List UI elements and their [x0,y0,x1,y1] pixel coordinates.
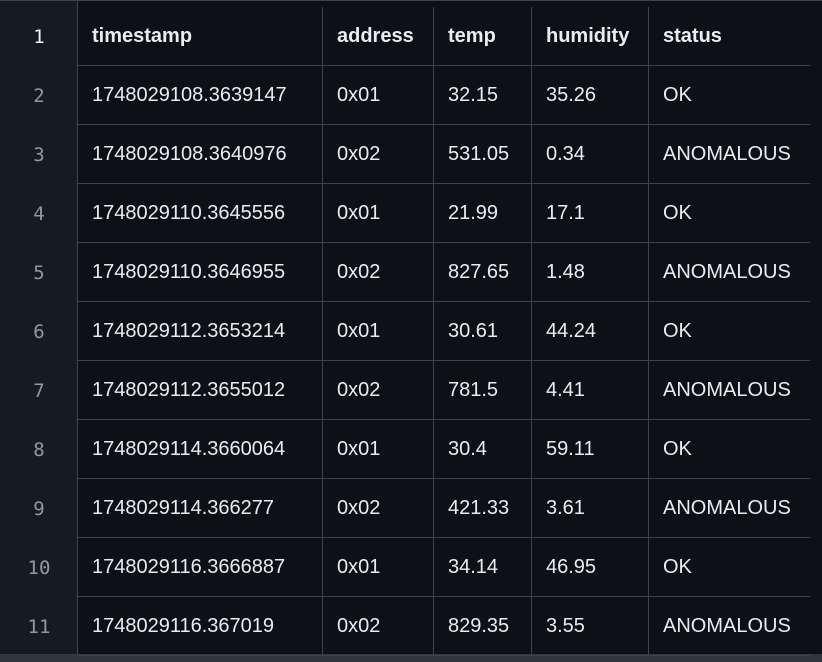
cell-address: 0x01 [323,420,434,479]
table-row: 2 1748029108.3639147 0x01 32.15 35.26 OK [0,66,822,125]
table-row: 6 1748029112.3653214 0x01 30.61 44.24 OK [0,302,822,361]
cell-address: 0x01 [323,538,434,597]
cell-timestamp: 1748029110.3646955 [78,243,323,302]
table-row: 11 1748029116.367019 0x02 829.35 3.55 ANOMALO… [0,597,822,656]
cell-status: OK [649,302,810,361]
cell-temp: 30.4 [434,420,532,479]
cell-timestamp: 1748029108.3639147 [78,66,323,125]
cell-status: OK [649,420,810,479]
cell-address: 0x02 [323,479,434,538]
cell-address: 0x01 [323,302,434,361]
cell-timestamp: 1748029114.366277 [78,479,323,538]
cell-humidity: 44.24 [532,302,649,361]
line-number: 3 [33,143,45,166]
cell-address: 0x02 [323,361,434,420]
cell-timestamp: 1748029116.367019 [78,597,323,656]
cell-temp: 21.99 [434,184,532,243]
cell-status: ANOMALOUS [649,361,810,420]
cell-humidity: 3.55 [532,597,649,656]
line-number: 4 [33,202,45,225]
column-header-status: status [649,7,810,66]
cell-temp: 32.15 [434,66,532,125]
cell-humidity: 17.1 [532,184,649,243]
cell-status: ANOMALOUS [649,597,810,656]
cell-temp: 827.65 [434,243,532,302]
table-row: 5 1748029110.3646955 0x02 827.65 1.48 ANOMALO… [0,243,822,302]
cell-humidity: 35.26 [532,66,649,125]
cell-humidity: 46.95 [532,538,649,597]
line-number: 2 [33,84,45,107]
table-row: 10 1748029116.3666887 0x01 34.14 46.95 OK [0,538,822,597]
cell-humidity: 1.48 [532,243,649,302]
line-number: 1 [33,25,45,48]
cell-humidity: 4.41 [532,361,649,420]
line-number: 8 [33,438,45,461]
cell-timestamp: 1748029112.3653214 [78,302,323,361]
cell-status: OK [649,184,810,243]
line-number-gutter [0,1,78,654]
cell-temp: 421.33 [434,479,532,538]
table-row: 3 1748029108.3640976 0x02 531.05 0.34 ANOMALO… [0,125,822,184]
line-number: 10 [27,556,51,579]
cell-timestamp: 1748029108.3640976 [78,125,323,184]
line-number: 7 [33,379,45,402]
table-row: 7 1748029112.3655012 0x02 781.5 4.41 ANOMALOU… [0,361,822,420]
cell-temp: 34.14 [434,538,532,597]
cell-address: 0x02 [323,125,434,184]
line-number: 11 [27,615,51,638]
cell-timestamp: 1748029110.3645556 [78,184,323,243]
cell-humidity: 59.11 [532,420,649,479]
cell-humidity: 0.34 [532,125,649,184]
line-number: 9 [33,497,45,520]
table-row: 4 1748029110.3645556 0x01 21.99 17.1 OK [0,184,822,243]
cell-temp: 531.05 [434,125,532,184]
column-header-humidity: humidity [532,7,649,66]
table-header-row: 1 timestamp address temp humidity status [0,7,822,66]
cell-address: 0x01 [323,184,434,243]
cell-address: 0x02 [323,597,434,656]
line-number: 5 [33,261,45,284]
cell-status: ANOMALOUS [649,243,810,302]
cell-temp: 829.35 [434,597,532,656]
column-header-timestamp: timestamp [78,7,323,66]
cell-temp: 781.5 [434,361,532,420]
cell-timestamp: 1748029112.3655012 [78,361,323,420]
line-number: 6 [33,320,45,343]
cell-address: 0x01 [323,66,434,125]
cell-timestamp: 1748029114.3660064 [78,420,323,479]
cell-status: OK [649,538,810,597]
table-row: 8 1748029114.3660064 0x01 30.4 59.11 OK [0,420,822,479]
cell-timestamp: 1748029116.3666887 [78,538,323,597]
column-header-address: address [323,7,434,66]
cell-status: ANOMALOUS [649,479,810,538]
cell-temp: 30.61 [434,302,532,361]
cell-address: 0x02 [323,243,434,302]
table-row: 9 1748029114.366277 0x02 421.33 3.61 ANOMALOU… [0,479,822,538]
cell-status: ANOMALOUS [649,125,810,184]
cell-status: OK [649,66,810,125]
cell-humidity: 3.61 [532,479,649,538]
column-header-temp: temp [434,7,532,66]
